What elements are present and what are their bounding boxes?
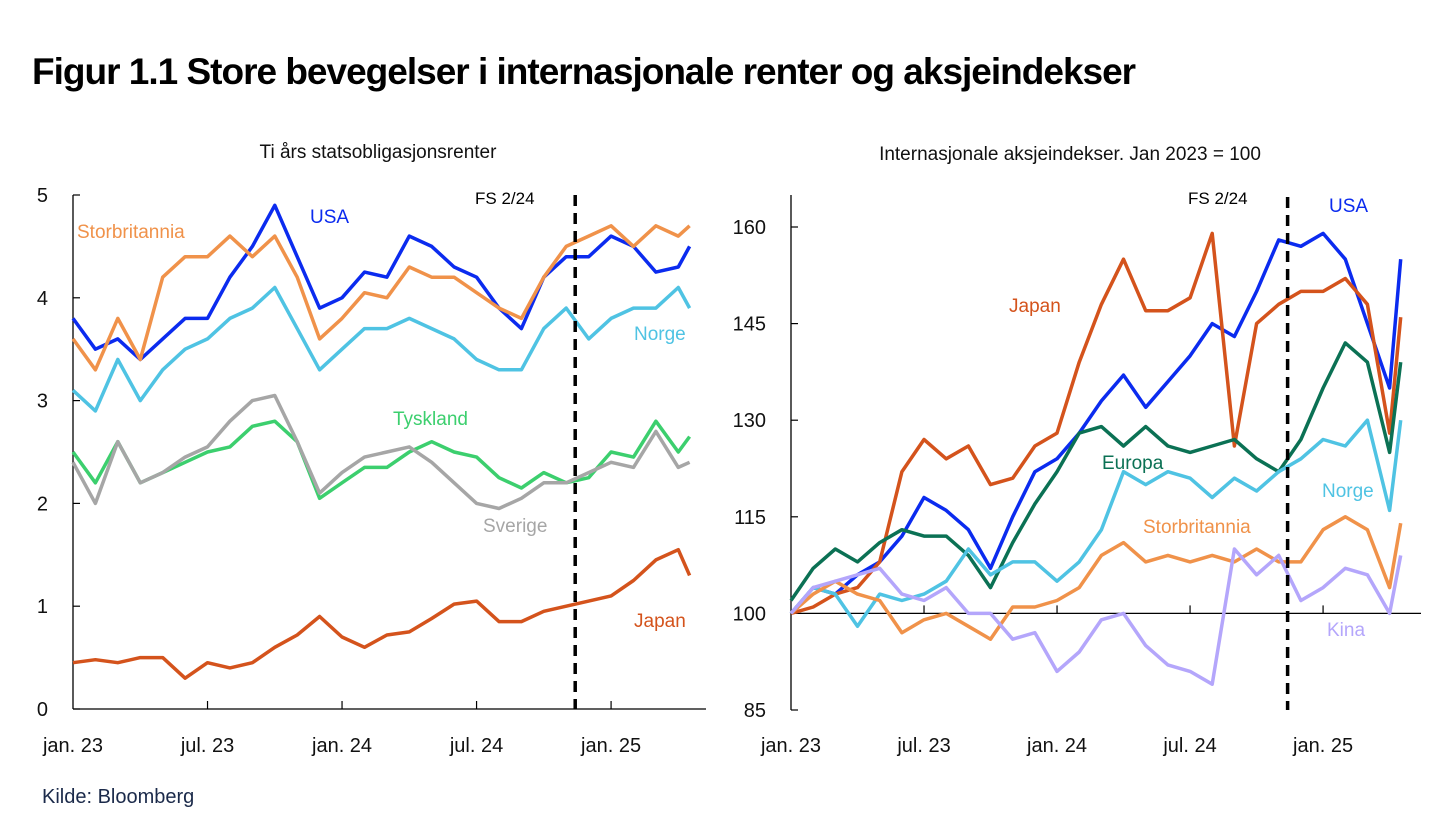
series-label-europa: Europa xyxy=(1102,453,1164,474)
x-tick-label: jul. 24 xyxy=(1162,735,1216,757)
series-line-tyskland xyxy=(71,419,692,501)
series-label-norge: Norge xyxy=(634,324,686,345)
x-tick-label: jan. 23 xyxy=(42,735,103,757)
series-line-storbritannia xyxy=(71,224,691,372)
series-label-usa: USA xyxy=(1329,196,1368,217)
y-tick-label: 0 xyxy=(37,699,48,721)
series-line-usa xyxy=(71,203,692,362)
y-tick-label: 1 xyxy=(37,596,48,618)
y-tick-label: 5 xyxy=(37,185,48,207)
series-label-japan: Japan xyxy=(1009,296,1061,317)
x-tick-label: jan. 24 xyxy=(311,735,372,757)
figure-title: Figur 1.1 Store bevegelser i internasjon… xyxy=(32,51,1136,92)
series-label-norge: Norge xyxy=(1322,481,1374,502)
series-line-japan xyxy=(72,547,692,680)
y-tick-label: 115 xyxy=(734,507,766,529)
left-chart: 0 1 2 3 4 5 jan. 23 jul. 23 jan. 24 jul. 24 jan. 2… xyxy=(37,185,706,757)
series-line-norge xyxy=(71,285,692,413)
series-line-storbritannia xyxy=(789,515,1403,641)
y-tick-label: 2 xyxy=(37,493,48,515)
x-tick-label: jan. 25 xyxy=(1292,735,1353,757)
right-chart: 85 100 115 130 145 160 jan. 23 jul. 23 jan. 24 ju… xyxy=(733,189,1421,757)
source-note: Kilde: Bloomberg xyxy=(42,786,194,808)
y-tick-label: 145 xyxy=(733,314,766,336)
x-tick-label: jul. 23 xyxy=(180,735,234,757)
series-label-sverige: Sverige xyxy=(483,516,547,537)
fs-marker-label: FS 2/24 xyxy=(475,189,535,208)
x-tick-label: jan. 24 xyxy=(1026,735,1087,757)
left-chart-title: Ti års statsobligasjonsrenter xyxy=(260,142,498,163)
series-line-norge xyxy=(789,418,1403,629)
x-tick-label: jul. 24 xyxy=(449,735,503,757)
series-label-usa: USA xyxy=(310,207,349,228)
series-line-kina xyxy=(789,547,1403,686)
series-line-usa xyxy=(789,231,1403,615)
series-line-sverige xyxy=(71,393,691,511)
y-tick-label: 4 xyxy=(37,288,48,310)
fs-marker-label: FS 2/24 xyxy=(1188,189,1248,208)
series-line-europa xyxy=(789,341,1403,602)
x-tick-label: jan. 23 xyxy=(760,735,821,757)
series-label-kina: Kina xyxy=(1327,620,1365,641)
series-line-japan xyxy=(790,231,1403,616)
y-tick-label: 160 xyxy=(733,217,766,239)
series-label-storbritannia: Storbritannia xyxy=(77,222,185,243)
y-tick-label: 100 xyxy=(733,603,766,625)
x-tick-label: jan. 25 xyxy=(580,735,641,757)
x-tick-label: jul. 23 xyxy=(896,735,950,757)
series-label-storbritannia: Storbritannia xyxy=(1143,517,1251,538)
y-tick-label: 3 xyxy=(37,391,48,413)
right-chart-title: Internasjonale aksjeindekser. Jan 2023 =… xyxy=(879,144,1261,165)
series-label-tyskland: Tyskland xyxy=(393,409,468,430)
y-tick-label: 130 xyxy=(733,410,766,432)
series-label-japan: Japan xyxy=(634,611,686,632)
y-tick-label: 85 xyxy=(744,700,766,722)
